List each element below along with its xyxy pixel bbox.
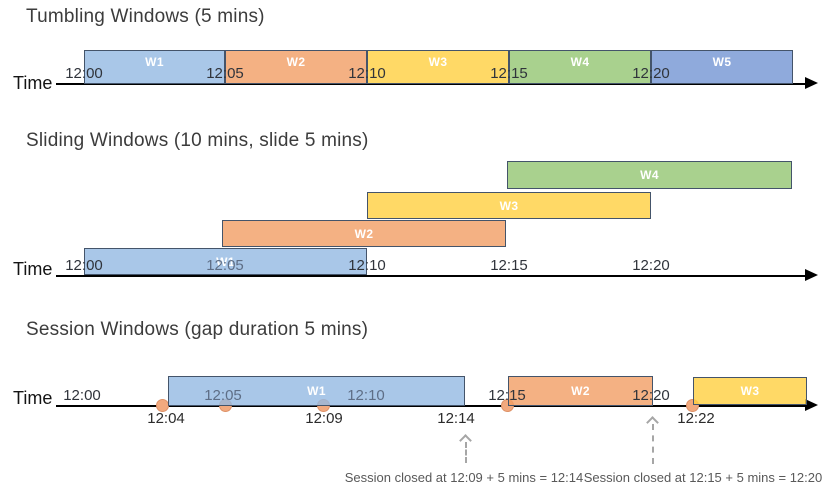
window-label: W4 xyxy=(570,55,590,69)
tick-label: 12:00 xyxy=(65,65,103,82)
dashed-arrow-icon xyxy=(459,434,472,464)
tick-label: 12:10 xyxy=(347,387,385,404)
window-w2: W2 xyxy=(222,220,506,247)
timeline-arrowhead-icon xyxy=(805,269,818,281)
tick-label: 12:05 xyxy=(206,257,244,274)
timeline xyxy=(56,405,805,407)
section-title: Sliding Windows (10 mins, slide 5 mins) xyxy=(26,130,369,151)
session-closed-annotation: Session closed at 12:09 + 5 mins = 12:14 xyxy=(344,470,584,485)
tick-label: 12:15 xyxy=(490,65,528,82)
window-w2: W2 xyxy=(225,50,367,84)
time-axis-label: Time xyxy=(13,388,53,408)
window-label: W3 xyxy=(499,198,519,213)
time-axis-label: Time xyxy=(13,259,53,279)
section-title: Tumbling Windows (5 mins) xyxy=(26,6,265,27)
window-label: W1 xyxy=(216,254,235,269)
session-closed-annotation: Session closed at 12:15 + 5 mins = 12:20 xyxy=(583,470,823,485)
window-label: W2 xyxy=(286,55,306,69)
window-label: W1 xyxy=(145,55,164,69)
event-time-label: 12:22 xyxy=(677,410,715,427)
tick-label: 12:20 xyxy=(632,257,670,274)
section-title: Session Windows (gap duration 5 mins) xyxy=(26,319,369,340)
window-label: W3 xyxy=(740,384,760,398)
dashed-arrow-icon xyxy=(646,416,659,465)
tick-label: 12:20 xyxy=(632,387,670,404)
arrow-up-chevron-icon xyxy=(646,416,659,429)
window-label: W5 xyxy=(712,55,732,69)
arrow-up-chevron-icon xyxy=(459,434,472,447)
tick-label: 12:20 xyxy=(632,65,670,82)
window-w3: W3 xyxy=(367,50,509,84)
window-w1: W1 xyxy=(84,50,225,84)
event-time-label: 12:14 xyxy=(437,410,475,427)
window-label: W2 xyxy=(354,226,374,241)
tick-label: 12:00 xyxy=(65,257,103,274)
tick-label: 12:05 xyxy=(206,65,244,82)
window-label: W1 xyxy=(307,384,326,398)
window-w3: W3 xyxy=(693,377,807,405)
event-time-label: 12:04 xyxy=(147,410,185,427)
timeline-arrowhead-icon xyxy=(805,77,818,89)
window-w2: W2 xyxy=(508,376,653,406)
window-w4: W4 xyxy=(509,50,651,84)
timeline xyxy=(56,275,805,277)
time-axis-label: Time xyxy=(13,73,53,93)
timeline-arrowhead-icon xyxy=(805,399,818,411)
arrow-dashed-line xyxy=(464,442,467,463)
tick-label: 12:10 xyxy=(348,65,386,82)
window-label: W2 xyxy=(571,384,590,398)
arrow-dashed-line xyxy=(651,424,654,464)
tick-label: 12:00 xyxy=(63,387,101,404)
tick-label: 12:15 xyxy=(490,257,528,274)
window-label: W4 xyxy=(640,168,659,182)
tick-label: 12:15 xyxy=(488,387,526,404)
window-label: W3 xyxy=(428,55,448,69)
event-time-label: 12:09 xyxy=(305,410,343,427)
window-w3: W3 xyxy=(367,192,651,219)
window-w1: W1 xyxy=(168,376,465,406)
window-w5: W5 xyxy=(651,50,793,84)
window-w1: W1 xyxy=(84,248,367,275)
tick-label: 12:10 xyxy=(348,257,386,274)
window-w4: W4 xyxy=(507,161,792,189)
timeline xyxy=(56,83,805,85)
tick-label: 12:05 xyxy=(204,387,242,404)
